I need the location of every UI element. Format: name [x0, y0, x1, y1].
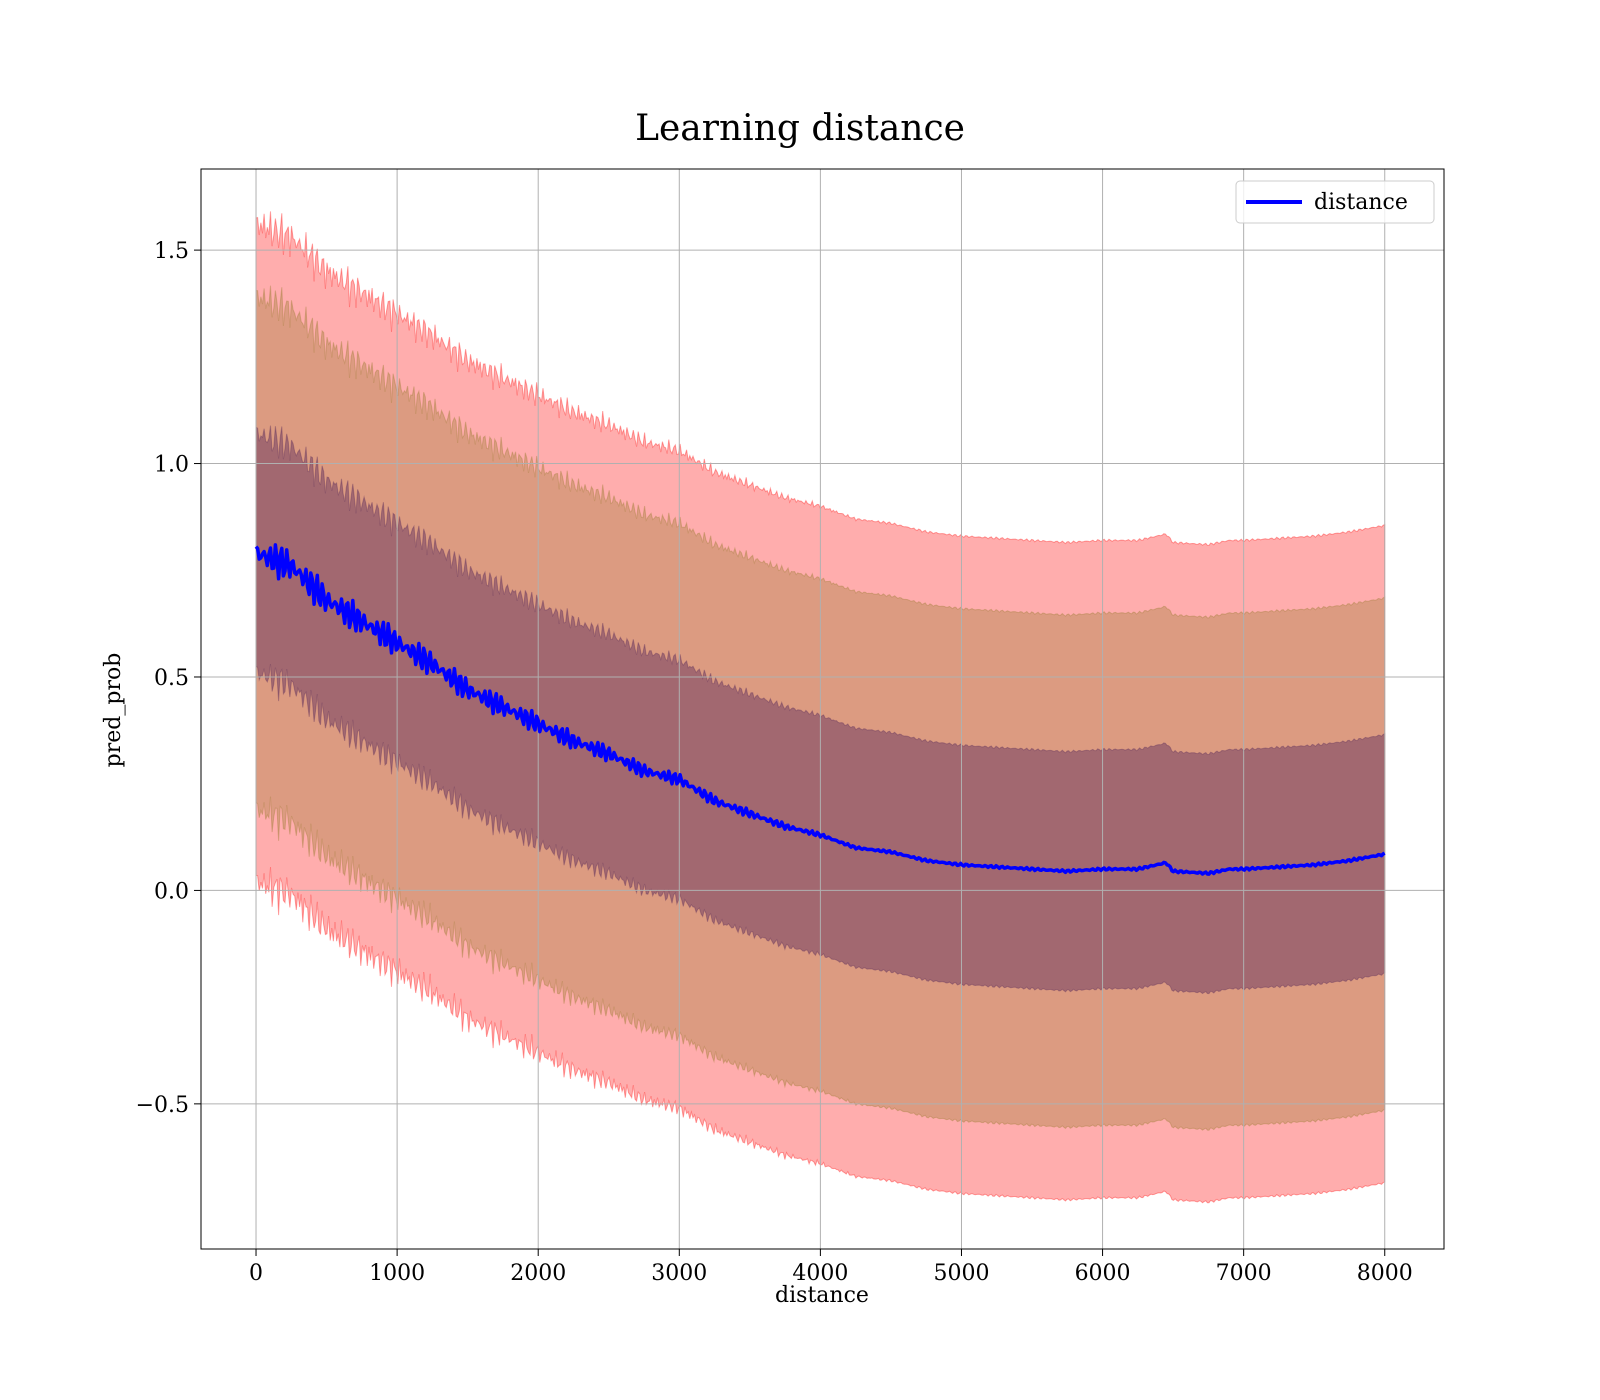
y-tick-label: 0.5	[154, 666, 189, 691]
y-tick-label: 1.0	[154, 453, 189, 478]
y-tick-label: −0.5	[136, 1093, 189, 1118]
legend: distance	[1235, 180, 1435, 224]
grid	[201, 169, 1444, 1249]
x-tick-label: 2000	[510, 1261, 566, 1286]
x-tick-label: 4000	[792, 1261, 848, 1286]
y-axis-label: pred_prob	[101, 653, 126, 768]
y-tick-label: 0.0	[154, 879, 189, 904]
x-ticks: 0 1000 2000 3000 4000 5000 6000 7000 8000	[249, 1249, 1413, 1286]
legend-box	[1235, 180, 1435, 224]
x-tick-label: 7000	[1216, 1261, 1272, 1286]
plot-frame	[200, 168, 1445, 1250]
y-tick-label: 1.5	[154, 239, 189, 264]
x-tick-label: 5000	[933, 1261, 989, 1286]
legend-entry-distance: distance	[1314, 190, 1408, 215]
chart-title: Learning distance	[635, 108, 965, 149]
series-line-distance	[254, 543, 1386, 876]
x-axis-label: distance	[775, 1283, 869, 1308]
series-lines	[254, 543, 1386, 876]
x-tick-label: 0	[249, 1261, 263, 1286]
x-tick-label: 3000	[651, 1261, 707, 1286]
x-tick-label: 8000	[1357, 1261, 1413, 1286]
x-tick-label: 6000	[1075, 1261, 1131, 1286]
y-ticks: −0.5 0.0 0.5 1.0 1.5	[136, 239, 201, 1118]
x-tick-label: 1000	[369, 1261, 425, 1286]
